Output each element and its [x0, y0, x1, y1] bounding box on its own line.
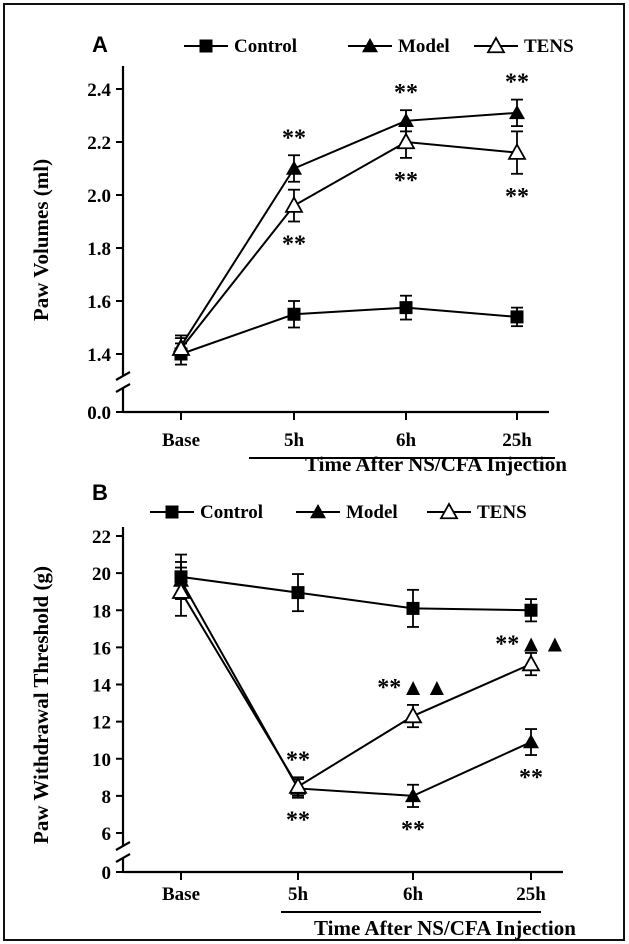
panel-a-model-line: [180, 111, 518, 347]
panel-a-significance-mark: **: [505, 184, 529, 210]
panel-b-y-tick-label: 16: [92, 638, 111, 659]
panel-b-y-tick-label: 22: [92, 527, 111, 548]
panel-a-model-point: [509, 104, 525, 120]
panel-b-x-tick-label: 25h: [516, 884, 546, 905]
panel-b-x-tick-label: 6h: [403, 884, 424, 905]
panel-a-y-tick-label: 2.0: [87, 186, 111, 207]
panel-a-x-axis-label: Time After NS/CFA Injection: [305, 452, 567, 476]
panel-b-y-tick-label: 8: [102, 787, 112, 808]
panel-b-y-tick-label: 20: [92, 564, 111, 585]
panel-b-control-line: [180, 575, 532, 612]
panel-a-model-point: [286, 160, 302, 175]
panel-b-y-tick-label: 0: [102, 863, 112, 884]
panel-a-x-tick-label: 6h: [396, 430, 417, 451]
panel-b-model-line: [180, 580, 532, 797]
panel-b-control-point: [291, 586, 305, 600]
panel-b-model-point: [405, 787, 421, 803]
panel-a-legend-marker: [486, 36, 506, 54]
panel-a-significance-mark: **: [282, 125, 306, 151]
panel-b-axis-break-mark: [115, 853, 131, 863]
panel-b-x-tick-label: Base: [162, 884, 200, 905]
panel-b-legend-marker: [310, 504, 326, 519]
panel-a-x-tick-label: 5h: [284, 430, 305, 451]
panel-b-significance-mark: **: [519, 765, 543, 791]
panel-a-control-point: [510, 310, 524, 324]
panel-a-tens-point: [284, 195, 304, 213]
panel-b-legend: Control Model TENS: [150, 502, 527, 523]
panel-b-significance-mark: **▲▲: [495, 631, 567, 657]
panel-a-letter: A: [92, 32, 108, 57]
panel-a-x-tick-label: 25h: [502, 430, 532, 451]
chart-panel-b: B Control Model TENS 0 6 8 10 12 14 16 18 20 22 Base 5h…: [29, 480, 576, 940]
panel-a-significance-mark: **: [282, 232, 306, 258]
panel-b-legend-label: Model: [346, 502, 398, 523]
panel-a-y-tick-label: 0.0: [87, 403, 111, 424]
panel-a-y-tick-label: 1.8: [87, 239, 111, 260]
panel-b-y-tick-label: 18: [92, 601, 111, 622]
panel-a-legend-marker: [362, 38, 378, 53]
panel-b-y-tick-label: 10: [92, 750, 111, 771]
panel-b-axis-break-mark: [115, 841, 131, 851]
panel-b-legend-marker: [165, 505, 179, 519]
panel-b-legend-label: Control: [200, 502, 263, 523]
panel-b-x-axis-label: Time After NS/CFA Injection: [314, 916, 576, 940]
panel-a-axis-break-mark: [115, 383, 131, 393]
panel-b-control-point: [406, 601, 420, 615]
panel-b-y-tick-label: 14: [92, 676, 112, 697]
panel-b-significance-mark: **: [401, 817, 425, 843]
panel-a-significance-mark: **: [394, 80, 418, 106]
panel-a-significance-mark: **: [394, 168, 418, 194]
panel-a-legend-label: Model: [398, 36, 450, 57]
panel-b-x-tick-label: 5h: [288, 884, 309, 905]
panel-a-legend-label: Control: [234, 36, 297, 57]
panel-a-y-axis-label: Paw Volumes (ml): [29, 159, 53, 321]
panel-a-axis-break-mark: [115, 371, 131, 381]
panel-a-y-tick-label: 2.2: [87, 133, 111, 154]
panel-a-x-tick-label: Base: [162, 430, 200, 451]
panel-a-tens-point: [171, 338, 191, 356]
panel-a-tens-point: [396, 132, 416, 150]
panel-a-legend: Control Model TENS: [184, 36, 574, 57]
panel-a-legend-marker: [199, 39, 213, 53]
panel-b-significance-mark: **▲▲: [377, 675, 449, 701]
panel-a-significance-mark: **: [505, 70, 529, 96]
panel-b-significance-mark: **: [286, 808, 310, 834]
panel-b-tens-point: [403, 706, 423, 724]
panel-b-letter: B: [92, 480, 108, 505]
panel-a-y-tick-label: 1.4: [87, 345, 111, 366]
panel-a-y-tick-label: 1.6: [87, 292, 111, 313]
panel-b-control-point: [524, 603, 538, 617]
panel-a-control-point: [399, 301, 413, 315]
panel-b-y-tick-label: 6: [102, 824, 112, 845]
figure-border: [3, 3, 625, 941]
chart-panel-a: A Control Model TENS 0.0 1.4 1.6 1.8 2.0 2.2 2.4 Ba…: [29, 32, 574, 476]
panel-b-tens-point: [288, 776, 308, 794]
panel-b-tens-line: [180, 591, 532, 788]
panel-a-legend-label: TENS: [524, 36, 574, 57]
panel-a-tens-line: [180, 140, 518, 350]
panel-b-tens-point: [171, 581, 191, 599]
panel-b-model-point: [523, 734, 539, 749]
panel-b-y-tick-label: 12: [92, 713, 111, 734]
panel-a-control-line: [180, 306, 518, 355]
panel-a-model-point: [398, 112, 414, 128]
panel-b-significance-mark: **: [286, 747, 310, 773]
panel-a-control-point: [287, 307, 301, 321]
panel-b-legend-label: TENS: [477, 502, 527, 523]
panel-b-tens-point: [521, 654, 541, 672]
panel-b-legend-marker: [439, 502, 459, 520]
panel-b-y-axis-label: Paw Withdrawal Threshold (g): [29, 566, 53, 844]
panel-a-tens-point: [507, 142, 527, 160]
panel-a-y-tick-label: 2.4: [87, 80, 111, 101]
